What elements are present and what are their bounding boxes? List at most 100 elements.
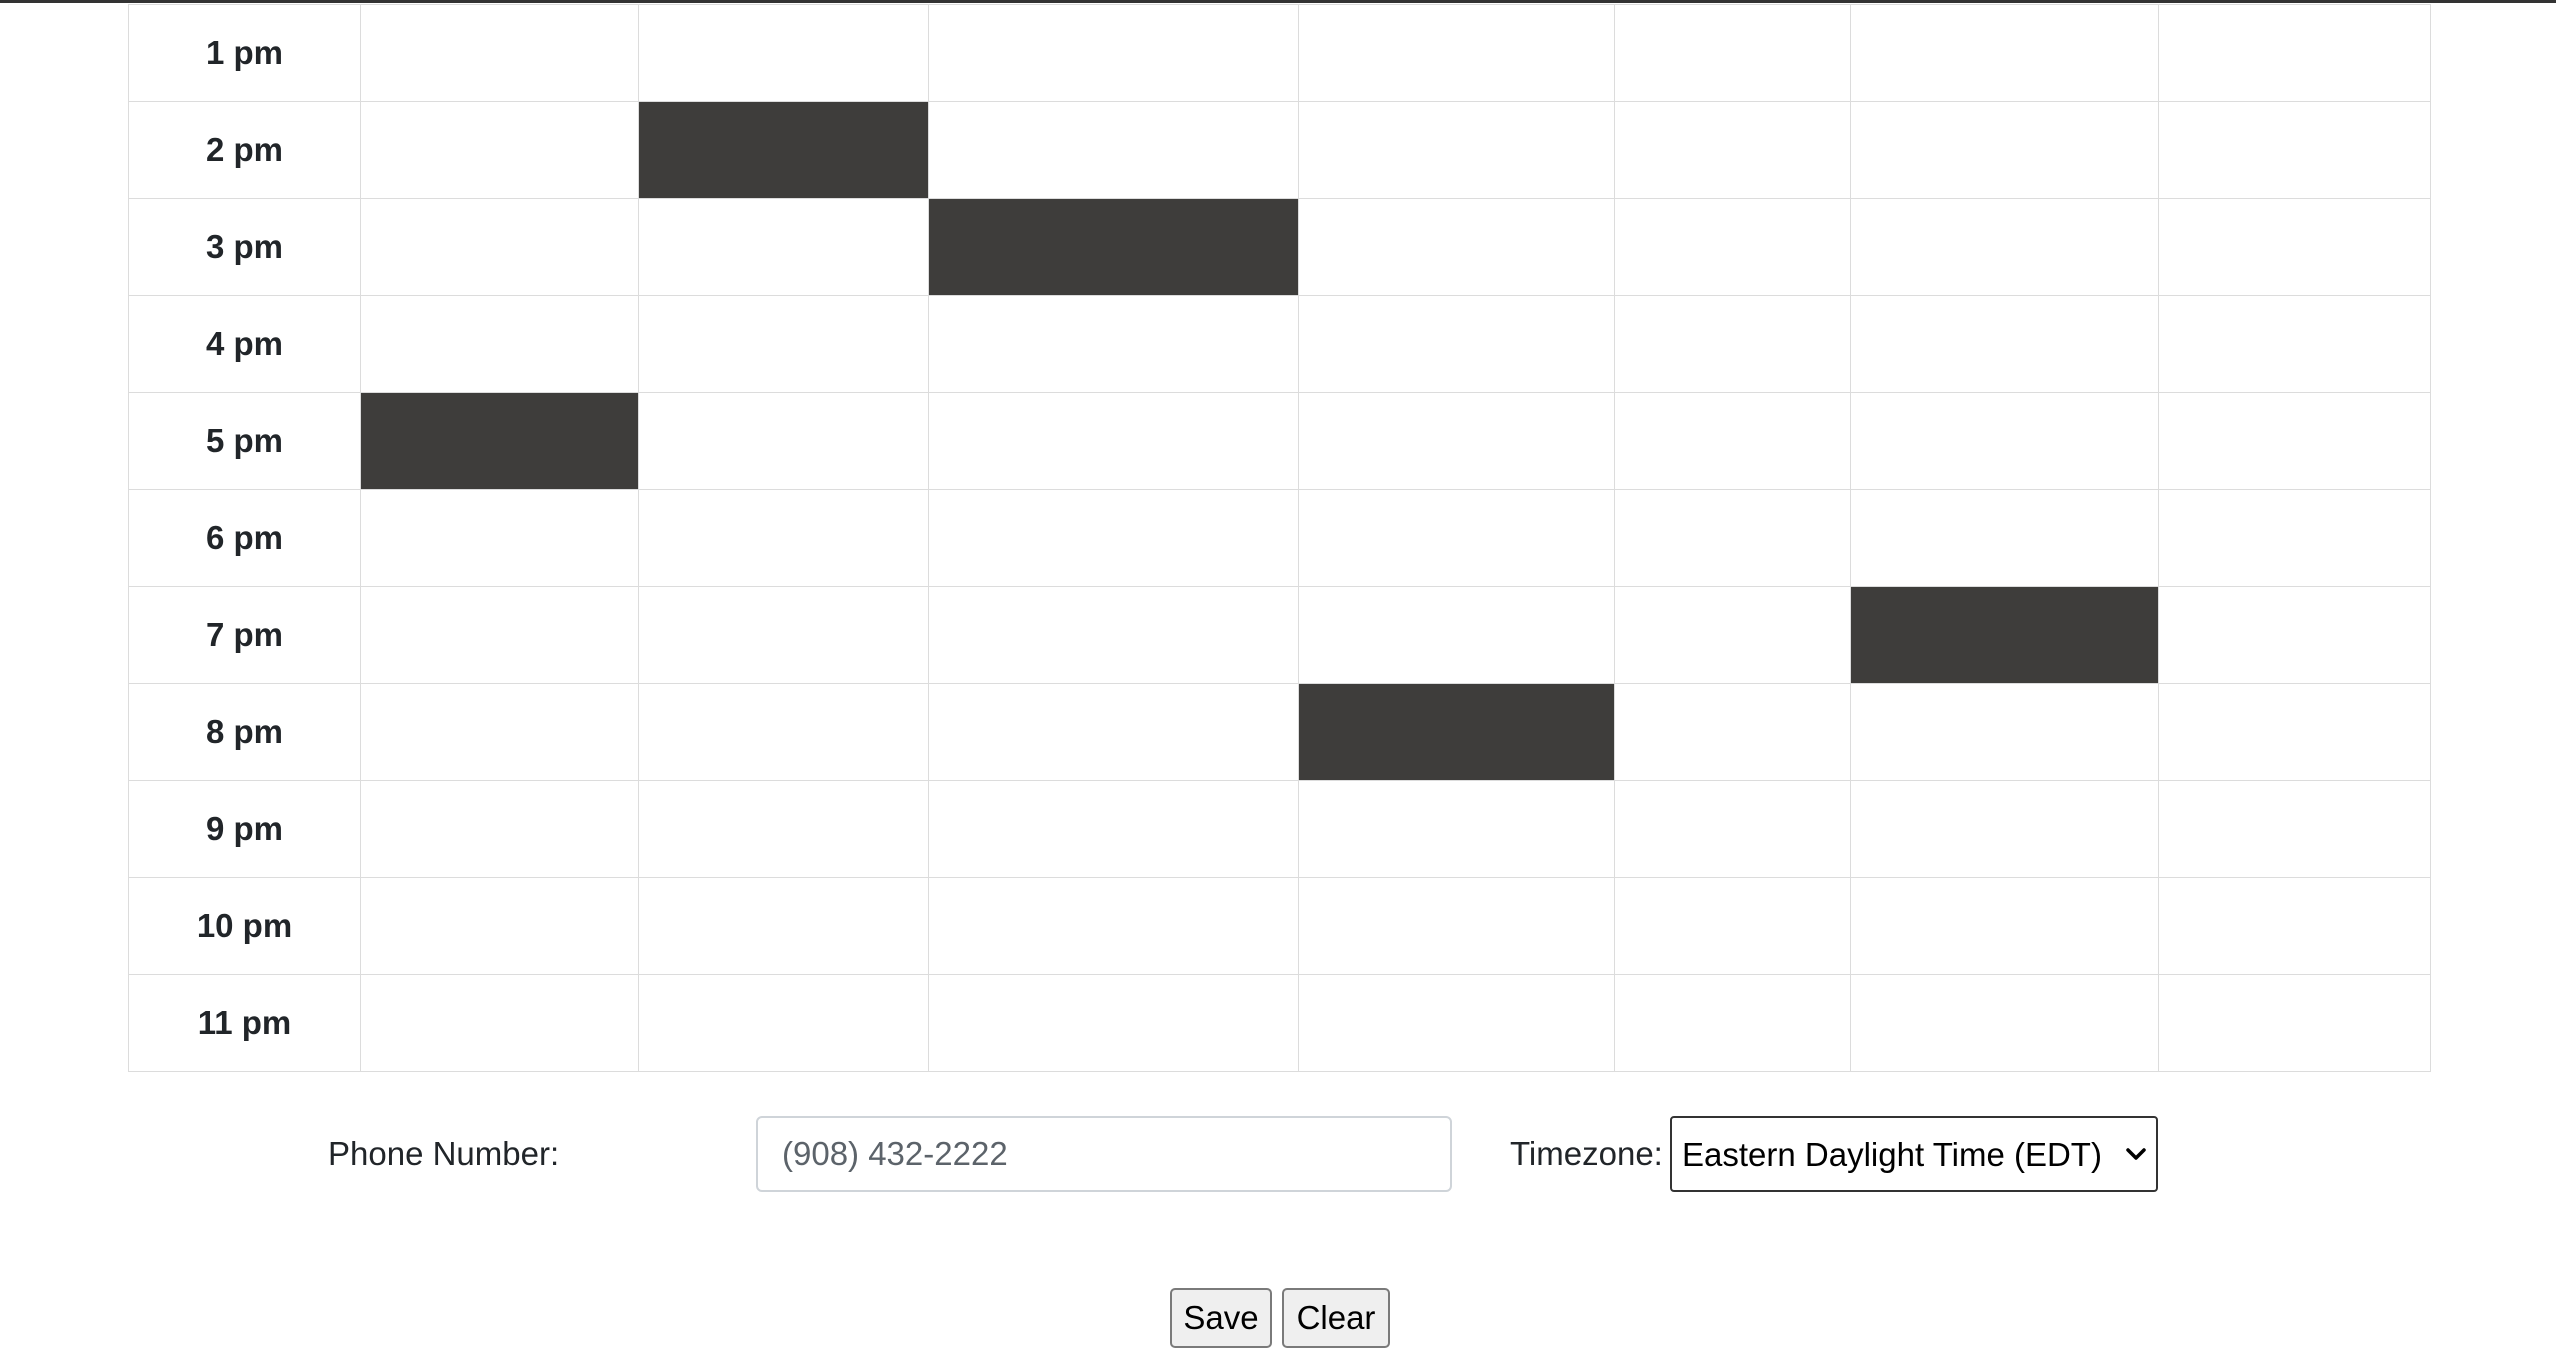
schedule-cell[interactable] [1298, 877, 1615, 975]
schedule-cell[interactable] [928, 295, 1299, 393]
schedule-cell[interactable] [1850, 101, 2159, 199]
schedule-cell[interactable] [638, 586, 929, 684]
schedule-cell[interactable] [1614, 198, 1851, 296]
schedule-cell[interactable] [638, 392, 929, 490]
schedule-cell[interactable] [1614, 877, 1851, 975]
time-slot-label: 9 pm [128, 780, 361, 878]
schedule-cell[interactable] [2158, 683, 2431, 781]
schedule-cell[interactable] [1614, 392, 1851, 490]
save-button[interactable]: Save [1170, 1288, 1272, 1348]
schedule-cell[interactable] [2158, 101, 2431, 199]
grid-body: 1 pm 2 pm 3 pm 4 pm 5 pm 6 pm 7 pm 8 pm 9 pm 10 p… [128, 4, 2431, 1072]
schedule-cell-selected[interactable] [928, 198, 1299, 296]
schedule-cell[interactable] [1614, 974, 1851, 1072]
schedule-cell-selected[interactable] [638, 101, 929, 199]
schedule-cell[interactable] [2158, 295, 2431, 393]
schedule-cell[interactable] [1850, 683, 2159, 781]
schedule-cell[interactable] [1614, 780, 1851, 878]
schedule-cell[interactable] [1298, 4, 1615, 102]
schedule-cell[interactable] [928, 974, 1299, 1072]
availability-grid: 1 pm 2 pm 3 pm 4 pm 5 pm 6 pm 7 pm 8 pm 9 pm 10 p… [128, 4, 2431, 1072]
schedule-cell[interactable] [638, 198, 929, 296]
schedule-cell[interactable] [1850, 780, 2159, 878]
schedule-cell[interactable] [1850, 198, 2159, 296]
time-row: 2 pm [128, 101, 2431, 199]
schedule-cell[interactable] [928, 392, 1299, 490]
schedule-cell[interactable] [1614, 489, 1851, 587]
schedule-cell[interactable] [1614, 4, 1851, 102]
schedule-cell[interactable] [360, 4, 639, 102]
schedule-cell[interactable] [1298, 392, 1615, 490]
schedule-cell[interactable] [1850, 4, 2159, 102]
time-row: 9 pm [128, 780, 2431, 878]
time-row: 8 pm [128, 683, 2431, 781]
schedule-cell[interactable] [1298, 586, 1615, 684]
schedule-cell[interactable] [928, 101, 1299, 199]
schedule-cell[interactable] [1614, 683, 1851, 781]
time-slot-label: 11 pm [128, 974, 361, 1072]
schedule-cell[interactable] [638, 780, 929, 878]
time-row: 3 pm [128, 198, 2431, 296]
time-row: 7 pm [128, 586, 2431, 684]
time-slot-label: 10 pm [128, 877, 361, 975]
schedule-cell[interactable] [1298, 198, 1615, 296]
schedule-cell[interactable] [1614, 295, 1851, 393]
time-slot-label: 6 pm [128, 489, 361, 587]
schedule-cell[interactable] [1850, 974, 2159, 1072]
schedule-cell[interactable] [638, 877, 929, 975]
time-slot-label: 3 pm [128, 198, 361, 296]
schedule-cell[interactable] [360, 683, 639, 781]
schedule-cell[interactable] [360, 198, 639, 296]
schedule-cell[interactable] [2158, 392, 2431, 490]
schedule-cell[interactable] [1298, 101, 1615, 199]
schedule-cell[interactable] [638, 683, 929, 781]
schedule-cell[interactable] [360, 877, 639, 975]
schedule-cell[interactable] [1298, 489, 1615, 587]
schedule-cell[interactable] [2158, 489, 2431, 587]
schedule-cell[interactable] [1298, 780, 1615, 878]
schedule-cell[interactable] [1850, 295, 2159, 393]
time-row: 1 pm [128, 4, 2431, 102]
phone-number-input[interactable] [756, 1116, 1452, 1192]
schedule-cell[interactable] [360, 780, 639, 878]
schedule-cell-selected[interactable] [360, 392, 639, 490]
time-slot-label: 8 pm [128, 683, 361, 781]
schedule-cell[interactable] [638, 489, 929, 587]
time-row: 11 pm [128, 974, 2431, 1072]
schedule-cell[interactable] [1614, 586, 1851, 684]
schedule-cell[interactable] [638, 974, 929, 1072]
schedule-cell[interactable] [638, 295, 929, 393]
schedule-cell[interactable] [360, 295, 639, 393]
clear-button[interactable]: Clear [1282, 1288, 1390, 1348]
schedule-cell[interactable] [1850, 877, 2159, 975]
schedule-cell[interactable] [1850, 489, 2159, 587]
schedule-cell[interactable] [928, 877, 1299, 975]
schedule-cell[interactable] [2158, 586, 2431, 684]
schedule-cell[interactable] [928, 489, 1299, 587]
timezone-select[interactable]: Eastern Daylight Time (EDT) [1670, 1116, 2158, 1192]
time-row: 6 pm [128, 489, 2431, 587]
schedule-cell[interactable] [928, 586, 1299, 684]
schedule-cell-selected[interactable] [1850, 586, 2159, 684]
schedule-cell[interactable] [360, 101, 639, 199]
top-border [0, 0, 2556, 3]
schedule-cell[interactable] [2158, 877, 2431, 975]
time-slot-label: 4 pm [128, 295, 361, 393]
schedule-cell[interactable] [2158, 974, 2431, 1072]
schedule-cell[interactable] [928, 4, 1299, 102]
schedule-cell[interactable] [2158, 4, 2431, 102]
schedule-cell[interactable] [360, 974, 639, 1072]
schedule-cell[interactable] [2158, 198, 2431, 296]
schedule-cell[interactable] [1298, 974, 1615, 1072]
schedule-cell[interactable] [1614, 101, 1851, 199]
schedule-cell[interactable] [928, 780, 1299, 878]
schedule-cell-selected[interactable] [1298, 683, 1615, 781]
contact-form: Phone Number: Timezone: Eastern Daylight… [0, 1116, 2556, 1192]
schedule-cell[interactable] [360, 586, 639, 684]
schedule-cell[interactable] [1850, 392, 2159, 490]
schedule-cell[interactable] [2158, 780, 2431, 878]
schedule-cell[interactable] [638, 4, 929, 102]
schedule-cell[interactable] [360, 489, 639, 587]
schedule-cell[interactable] [1298, 295, 1615, 393]
schedule-cell[interactable] [928, 683, 1299, 781]
